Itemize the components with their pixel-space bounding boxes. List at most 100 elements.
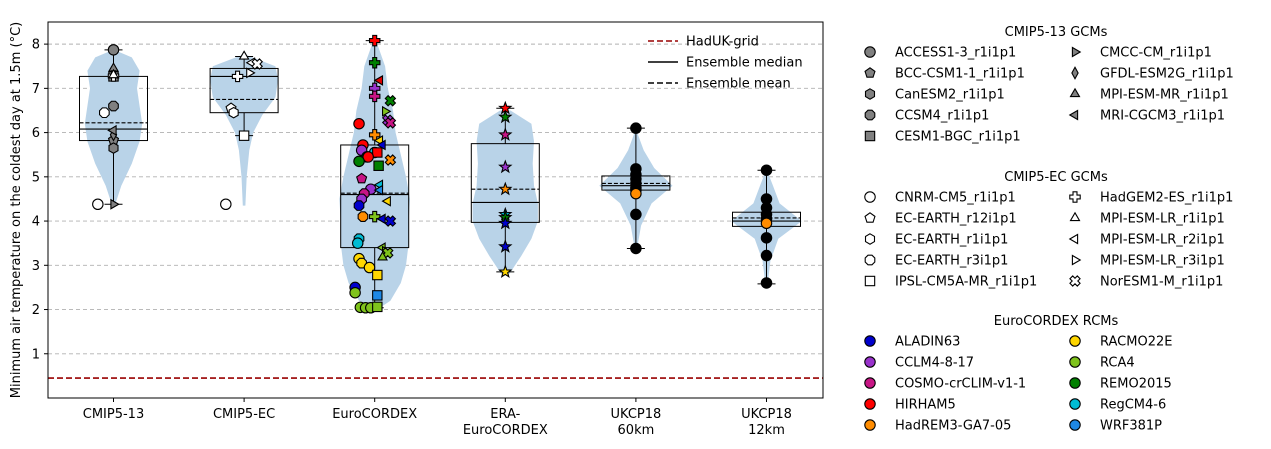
data-point: [630, 122, 642, 134]
y-tick-label: 5: [32, 170, 40, 185]
legend-marker: [864, 398, 876, 410]
data-point: [351, 237, 364, 249]
legend-label: MPI-ESM-LR_r2i1p1: [1100, 233, 1225, 248]
x-tick-label: UKCP18: [741, 407, 792, 422]
data-point: [368, 56, 381, 69]
y-axis: 1 2 3 4 5 6 7 8: [32, 38, 48, 362]
legend-marker: [864, 212, 876, 223]
data-point: [760, 232, 773, 244]
data-point: [372, 147, 383, 158]
line-legend: HadUK-grid Ensemble median Ensemble mean: [648, 35, 803, 92]
data-point: [760, 164, 773, 176]
legend-marker: [864, 356, 876, 368]
data-point: [108, 100, 119, 112]
data-point: [384, 94, 397, 107]
data-point: [107, 44, 120, 56]
legend-marker: [864, 109, 876, 121]
data-point: [108, 142, 119, 154]
legend-label: ALADIN63: [895, 335, 960, 350]
data-point: [372, 301, 383, 313]
legend-label: CMCC-CM_r1i1p1: [1100, 46, 1212, 61]
data-point: [92, 198, 104, 210]
legend-marker: [1069, 275, 1081, 287]
x-tick-label: CMIP5-13: [83, 407, 144, 422]
y-tick-label: 4: [32, 215, 40, 230]
legend-block: CMIP5-13 GCMs ACCESS1-3_r1i1p1 BCC-CSM1-1_…: [864, 25, 1234, 145]
legend-label: EC-EARTH_r12i1p1: [895, 212, 1017, 227]
data-point: [498, 215, 513, 230]
legend-label: EC-EARTH_r1i1p1: [895, 233, 1008, 248]
x-tick-label: CMIP5-EC: [213, 407, 275, 422]
data-point: [108, 68, 119, 79]
legend-marker: [864, 88, 876, 100]
gridlines: [48, 43, 823, 355]
data-point: [630, 187, 642, 200]
legend-label: CCLM4-8-17: [895, 356, 974, 371]
legend-label: RACMO22E: [1100, 335, 1172, 350]
y-tick-label: 2: [32, 303, 40, 318]
data-point: [356, 172, 368, 184]
legend-label: MPI-ESM-MR_r1i1p1: [1100, 88, 1229, 103]
legend-label: MPI-ESM-LR_r3i1p1: [1100, 254, 1225, 269]
legend-marker: [864, 191, 876, 203]
legend-label: COSMO-crCLIM-v1-1: [895, 377, 1026, 392]
data-point: [372, 290, 383, 301]
legend-label: ACCESS1-3_r1i1p1: [895, 46, 1016, 61]
data-point: [760, 249, 773, 262]
legend-label: REMO2015: [1100, 377, 1172, 392]
data-point: [384, 117, 397, 129]
y-tick-label: 8: [32, 38, 40, 53]
data-point: [362, 151, 374, 163]
y-tick-label: 1: [32, 347, 40, 362]
legend-marker: [864, 130, 876, 142]
data-point: [760, 277, 773, 289]
data-point: [377, 251, 388, 261]
legend-marker: [864, 254, 876, 266]
legend-marker: [1071, 66, 1079, 80]
line-legend-label: Ensemble median: [686, 56, 803, 71]
data-point: [238, 130, 250, 141]
data-point: [238, 50, 250, 60]
data-point: [760, 217, 773, 230]
line-legend-label: Ensemble mean: [686, 77, 791, 92]
legend-marker: [1068, 233, 1079, 245]
data-point: [498, 264, 513, 279]
legend-label: WRF381P: [1100, 419, 1162, 434]
data-point: [381, 105, 392, 117]
legend-label: MPI-ESM-LR_r1i1p1: [1100, 212, 1225, 227]
data-point: [110, 198, 120, 210]
data-point: [353, 200, 365, 211]
legend-block: CMIP5-EC GCMs CNRM-CM5_r1i1p1 EC-EARTH_r12…: [864, 170, 1233, 290]
legend-label: BCC-CSM1-1_r1i1p1: [895, 67, 1025, 82]
line-legend-label: HadUK-grid: [686, 35, 759, 50]
marker-legends: CMIP5-13 GCMs ACCESS1-3_r1i1p1 BCC-CSM1-1_…: [864, 25, 1234, 434]
data-point: [630, 208, 642, 221]
legend-label: HadGEM2-ES_r1i1p1: [1100, 191, 1233, 206]
data-point: [373, 160, 384, 171]
data-point: [368, 34, 381, 47]
data-point: [368, 90, 381, 103]
data-point: [498, 239, 513, 253]
data-point: [498, 159, 513, 174]
data-point: [372, 269, 383, 281]
x-axis: CMIP5-13 CMIP5-EC EuroCORDEX ERA-EuroCORDEX…: [83, 398, 792, 438]
data-point: [251, 58, 264, 70]
data-point: [107, 124, 117, 136]
legend-label: MRI-CGCM3_r1i1p1: [1100, 109, 1225, 124]
legend-label: CCSM4_r1i1p1: [895, 109, 989, 124]
legend-marker: [864, 67, 876, 78]
data-point: [357, 211, 369, 222]
data-point: [368, 210, 381, 223]
legend-label: HadREM3-GA7-05: [895, 419, 1011, 434]
legend-marker: [1069, 356, 1081, 368]
legend-marker: [1071, 254, 1082, 266]
legend-label: NorESM1-M_r1i1p1: [1100, 275, 1223, 290]
y-axis-label: Minimum air temperature on the coldest d…: [9, 22, 24, 398]
data-point: [376, 139, 386, 151]
data-point: [353, 117, 365, 130]
y-tick-label: 7: [32, 82, 40, 97]
legend-marker: [864, 275, 876, 287]
legend-title: EuroCORDEX RCMs: [994, 314, 1119, 329]
data-point: [246, 67, 256, 79]
